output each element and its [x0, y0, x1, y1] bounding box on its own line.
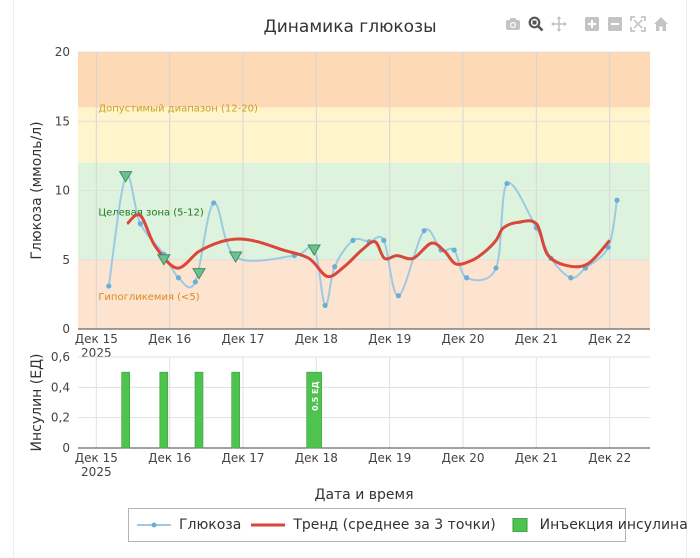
insulin-marker-1 — [156, 254, 171, 266]
x-year-bottom: 2025 — [81, 465, 112, 479]
zone-label-0: Допустимый диапазон (12-20) — [98, 103, 258, 114]
legend-swatch-trend — [251, 523, 286, 527]
glucose-point-15 — [395, 293, 402, 299]
chart-title: Динамика глюкозы — [263, 17, 436, 37]
glucose-point-12 — [350, 237, 356, 243]
insulin-marker-2 — [192, 268, 206, 280]
x-year-top: 2025 — [81, 346, 112, 360]
legend-label-trend: Тренд (среднее за 3 точки) — [293, 517, 496, 533]
modebar — [504, 16, 670, 32]
y-tick-bottom-3: 0,6 — [51, 350, 70, 364]
glucose-point-27 — [614, 197, 620, 203]
zoom-in-icon[interactable] — [583, 16, 601, 32]
zone-band-1 — [78, 107, 650, 163]
glucose-point-5 — [192, 279, 198, 285]
zone-band-0 — [78, 52, 650, 108]
y-tick-top-4: 20 — [55, 45, 70, 59]
zoom-out-icon[interactable] — [606, 16, 624, 32]
legend-item-trend[interactable]: Тренд (среднее за 3 точки) — [251, 517, 496, 533]
glucose-point-19 — [464, 275, 470, 281]
y-axis-label-top: Глюкоза (ммоль/л) — [29, 121, 45, 259]
insulin-marker-4 — [307, 244, 322, 257]
x-tick-top-2: Дек 17 — [221, 332, 264, 346]
legend-item-insulin[interactable]: Инъекция инсулина — [510, 517, 688, 533]
x-tick-bottom-2: Дек 17 — [221, 451, 264, 465]
zone-label-1: Целевая зона (5-12) — [98, 207, 204, 218]
x-tick-top-5: Дек 20 — [441, 332, 484, 346]
x-tick-bottom-0: Дек 15 — [75, 451, 118, 465]
zone-label-2: Гипогликемия (<5) — [98, 292, 199, 303]
series-line-trend — [126, 213, 611, 279]
legend-swatch-insulin — [512, 518, 528, 532]
insulin-bar-0 — [121, 371, 130, 449]
y-axis-label-bottom: Инсулин (ЕД) — [29, 354, 45, 452]
legend-swatch-glucose — [137, 522, 171, 528]
y-tick-bottom-1: 0,2 — [51, 411, 70, 425]
x-tick-top-7: Дек 22 — [588, 332, 631, 346]
glucose-point-11 — [332, 264, 338, 270]
y-tick-top-2: 10 — [55, 184, 70, 198]
insulin-bar-2 — [194, 371, 204, 449]
glucose-point-16 — [421, 228, 427, 234]
zone-band-2 — [78, 162, 650, 260]
home-icon[interactable] — [652, 16, 670, 32]
y-tick-top-0: 0 — [62, 322, 70, 336]
legend-label-insulin: Инъекция инсулина — [539, 517, 688, 533]
y-tick-top-3: 15 — [55, 114, 70, 128]
x-tick-top-1: Дек 16 — [148, 332, 191, 346]
glucose-point-10 — [322, 302, 328, 309]
glucose-point-24 — [568, 275, 574, 281]
zoom-icon[interactable] — [527, 16, 545, 32]
glucose-point-18 — [451, 247, 457, 253]
glucose-point-6 — [211, 200, 217, 206]
x-tick-bottom-7: Дек 22 — [588, 451, 631, 465]
x-tick-bottom-4: Дек 19 — [368, 451, 411, 465]
glucose-point-21 — [504, 180, 510, 187]
x-tick-bottom-6: Дек 21 — [515, 451, 558, 465]
x-tick-top-4: Дек 19 — [368, 332, 411, 346]
pan-icon[interactable] — [550, 16, 568, 32]
legend: Глюкоза Тренд (среднее за 3 точки) Инъек… — [128, 508, 688, 542]
camera-icon[interactable] — [504, 16, 522, 32]
chart-svg: Динамика глюкозы 0 5 10 15 20 Допустимый диапа… — [29, 17, 650, 503]
glucose-point-2 — [137, 221, 143, 227]
x-tick-top-0: Дек 15 — [75, 332, 118, 346]
autoscale-icon[interactable] — [629, 16, 647, 32]
x-tick-top-3: Дек 18 — [295, 332, 338, 346]
insulin-bar-4 — [306, 371, 322, 449]
insulin-bar-label-4: 0.5 ЕД — [311, 381, 320, 411]
legend-label-glucose: Глюкоза — [179, 517, 242, 533]
glucose-point-0 — [106, 283, 112, 289]
x-tick-bottom-3: Дек 18 — [295, 451, 338, 465]
x-tick-bottom-1: Дек 16 — [148, 451, 191, 465]
insulin-marker-3 — [228, 251, 243, 263]
insulin-marker-0 — [118, 171, 133, 183]
legend-item-glucose[interactable]: Глюкоза — [137, 517, 241, 533]
insulin-bar-3 — [231, 371, 240, 449]
y-tick-top-1: 5 — [62, 253, 70, 267]
chart-figure: Динамика глюкозы 0 5 10 15 20 Допустимый диапа… — [14, 0, 688, 558]
glucose-point-4 — [175, 275, 182, 281]
glucose-point-20 — [493, 265, 499, 271]
y-tick-bottom-0: 0 — [62, 441, 70, 455]
glucose-point-14 — [381, 237, 387, 243]
y-tick-bottom-2: 0,4 — [51, 380, 70, 394]
insulin-bar-1 — [159, 371, 169, 449]
x-axis-title: Дата и время — [315, 487, 414, 503]
x-tick-top-6: Дек 21 — [515, 332, 558, 346]
x-tick-bottom-5: Дек 20 — [441, 451, 484, 465]
